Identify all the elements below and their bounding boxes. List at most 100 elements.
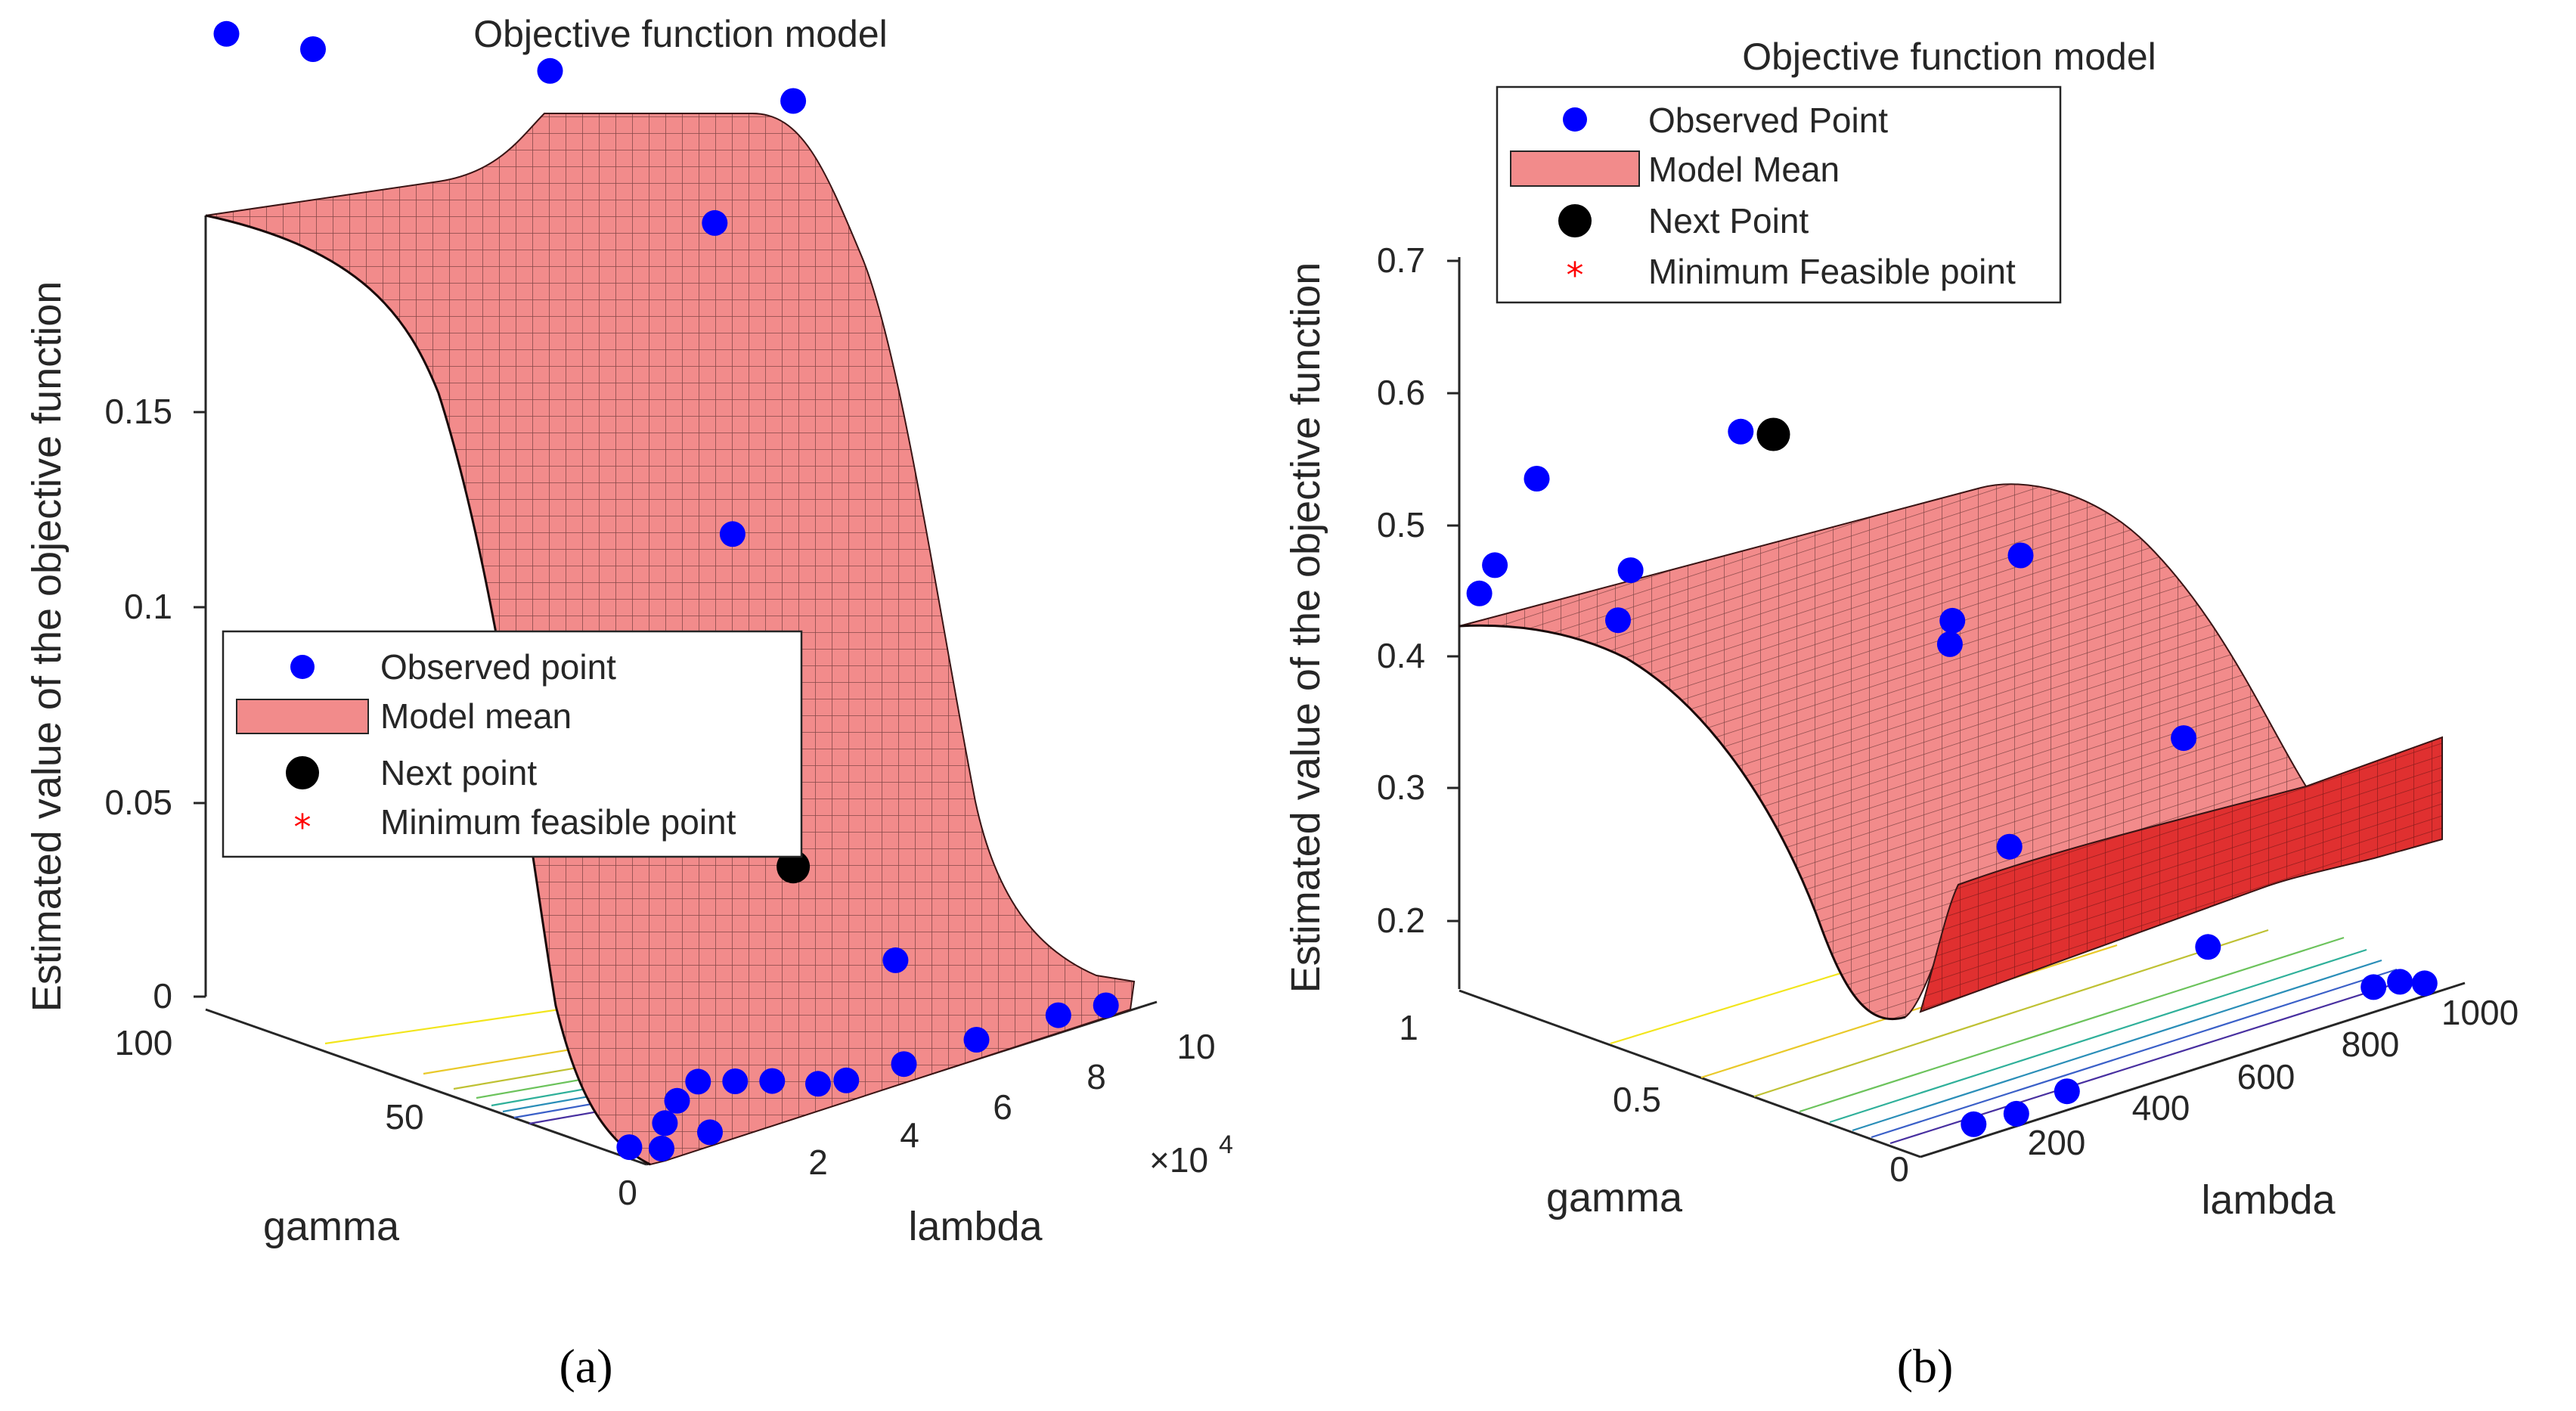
panel-a-x-tick-label: 2 — [808, 1143, 828, 1182]
panel-b-observed-points — [1466, 251, 2438, 1137]
panel-a-z-ticks: 0 0.05 0.1 0.15 — [104, 392, 206, 1016]
legend-observed-marker — [1563, 107, 1587, 132]
panel-b-surface-front — [1919, 736, 2443, 1013]
legend-entry-label: Observed Point — [1648, 101, 1888, 140]
panel-a-z-label: Estimated value of the objective functio… — [24, 281, 70, 1013]
panel-b-x-tick-label: 400 — [2132, 1088, 2190, 1127]
panel-a-x-label: lambda — [908, 1204, 1043, 1249]
panel-b: Objective function model 0.2 0.3 0.4 0.5… — [1283, 36, 2519, 1223]
legend-next-point-marker — [286, 756, 319, 789]
panel-b-x-tick-label: 200 — [2028, 1123, 2086, 1162]
observed-point — [702, 209, 728, 236]
panel-a: Objective function model 0 0.05 0.1 0.15… — [24, 13, 1233, 1249]
panel-a-z-tick-label: 0.05 — [104, 783, 172, 822]
observed-point — [2171, 725, 2197, 752]
observed-point — [2387, 969, 2413, 995]
panel-b-gamma-axis — [1458, 989, 1921, 1158]
panel-b-z-label: Estimated value of the objective functio… — [1283, 262, 1328, 994]
legend-model-mean-swatch — [236, 699, 369, 734]
observed-point — [616, 1134, 643, 1161]
panel-b-x-tick-label: 600 — [2237, 1057, 2295, 1096]
observed-point — [664, 1087, 690, 1114]
legend-asterisk-marker: * — [294, 807, 312, 848]
observed-point — [652, 1110, 678, 1137]
observed-point — [805, 1071, 831, 1097]
panel-b-title: Objective function model — [1742, 36, 2156, 78]
panel-b-y-label: gamma — [1546, 1175, 1683, 1220]
legend-entry-label: Minimum feasible point — [380, 802, 736, 842]
panel-a-x-exponent-power: 4 — [1219, 1130, 1233, 1159]
panel-b-x-tick-label: 1000 — [2441, 993, 2519, 1032]
panel-b-y-tick-label: 0.5 — [1613, 1080, 1661, 1119]
legend-next-point-marker — [1558, 204, 1592, 237]
caption-b: (b) — [1897, 1339, 1954, 1393]
panel-a-y-tick-label: 100 — [115, 1023, 173, 1062]
observed-point — [2007, 542, 2034, 569]
panel-a-y-tick-label: 0 — [618, 1173, 637, 1212]
legend-entry-label: Minimum Feasible point — [1648, 252, 2016, 291]
observed-point — [1524, 466, 1550, 492]
legend-entry-label: Next Point — [1648, 201, 1809, 240]
panel-a-gamma-ticks: 0 50 100 — [115, 1023, 637, 1212]
legend-entry-label: Next point — [380, 753, 537, 792]
observed-point — [213, 20, 240, 47]
panel-a-y-label: gamma — [263, 1204, 400, 1249]
next-point — [777, 850, 811, 884]
caption-a: (a) — [559, 1339, 612, 1393]
observed-point — [1466, 580, 1493, 606]
legend-observed-marker — [290, 655, 315, 679]
panel-a-legend: Observed point Model mean Next point * M… — [222, 630, 803, 858]
next-point — [1756, 417, 1790, 451]
observed-point — [1617, 557, 1644, 584]
observed-point — [1045, 1002, 1071, 1028]
panel-b-surface-edge — [1458, 624, 1906, 1021]
legend-entry-label: Observed point — [380, 647, 616, 687]
panel-b-z-tick-label: 0.6 — [1377, 373, 1425, 412]
observed-point — [780, 88, 807, 114]
panel-a-z-tick-label: 0.1 — [124, 587, 172, 626]
legend-entry-label: Model Mean — [1648, 150, 1840, 189]
observed-point — [685, 1068, 711, 1095]
panel-a-z-tick-label: 0 — [153, 976, 172, 1016]
panel-b-legend: Observed Point Model Mean Next Point * M… — [1496, 85, 2062, 304]
observed-point — [2003, 1100, 2029, 1127]
observed-point — [759, 1068, 786, 1094]
observed-point — [1605, 607, 1631, 634]
panel-b-model-mean-surface — [1458, 483, 2308, 1020]
panel-b-z-ticks: 0.2 0.3 0.4 0.5 0.6 0.7 — [1377, 240, 1459, 940]
panel-b-z-tick-label: 0.3 — [1377, 768, 1425, 807]
panel-a-x-tick-label: 8 — [1087, 1057, 1106, 1096]
observed-point — [2054, 1078, 2080, 1105]
observed-point — [1936, 631, 1963, 657]
panel-b-gamma-ticks: 0 0.5 1 — [1399, 1008, 1909, 1189]
observed-point — [1996, 833, 2023, 860]
panel-a-lambda-ticks: 2 4 6 8 10 ×10 4 — [808, 1027, 1233, 1182]
panel-b-z-tick-label: 0.7 — [1377, 240, 1425, 280]
panel-a-x-tick-label: 6 — [993, 1087, 1012, 1127]
observed-point — [1482, 552, 1508, 578]
observed-point — [719, 521, 746, 547]
panel-a-title: Objective function model — [473, 13, 888, 55]
observed-point — [963, 1027, 990, 1053]
observed-point — [537, 57, 563, 84]
observed-point — [2195, 934, 2221, 960]
observed-point — [1961, 1111, 1987, 1137]
observed-point — [697, 1119, 723, 1146]
panel-a-gamma-axis — [205, 1008, 647, 1166]
panel-b-lambda-ticks: 200 400 600 800 1000 — [2028, 993, 2519, 1162]
observed-point — [300, 36, 326, 62]
observed-point — [722, 1068, 749, 1094]
panel-b-x-label: lambda — [2201, 1177, 2336, 1223]
panel-b-lambda-axis — [1920, 981, 2466, 1158]
legend-asterisk-marker: * — [1567, 255, 1584, 296]
panel-a-x-exponent: ×10 — [1149, 1140, 1208, 1180]
observed-point — [2361, 974, 2387, 1000]
observed-point — [1939, 607, 1966, 634]
panel-b-z-tick-label: 0.4 — [1377, 636, 1425, 675]
legend-model-mean-swatch — [1510, 150, 1640, 187]
panel-a-z-tick-label: 0.15 — [104, 392, 172, 431]
observed-point — [882, 947, 909, 973]
observed-point — [1728, 418, 1754, 445]
panel-b-z-tick-label: 0.5 — [1377, 505, 1425, 544]
